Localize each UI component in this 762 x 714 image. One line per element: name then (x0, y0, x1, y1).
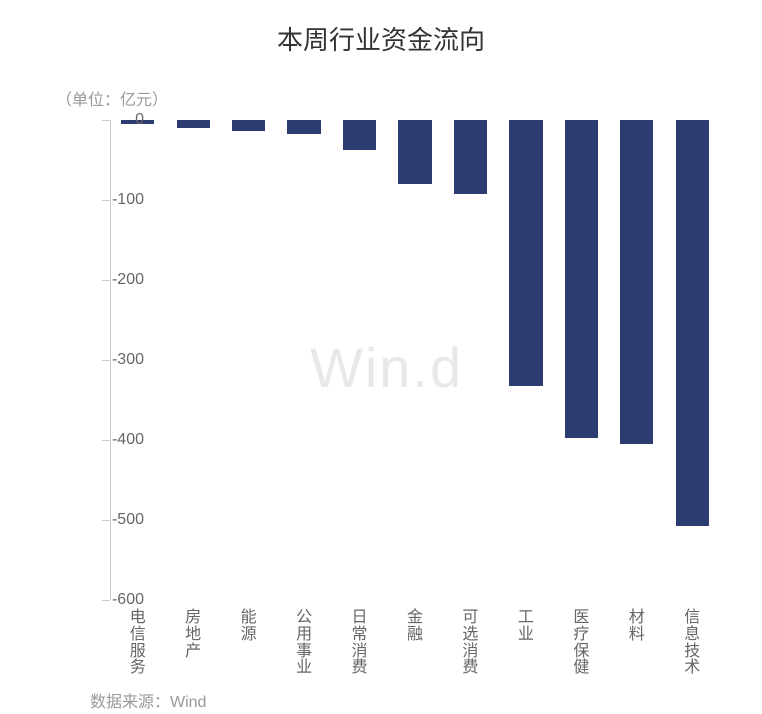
chart-title: 本周行业资金流向 (0, 0, 762, 57)
x-axis-label: 电信服务 (128, 610, 147, 677)
bar (565, 120, 598, 438)
bar (232, 120, 265, 131)
x-axis-label: 能源 (239, 610, 258, 644)
y-tick (102, 440, 110, 441)
y-axis-label: -500 (112, 511, 144, 529)
bar (287, 120, 320, 134)
x-axis-label: 日常消费 (350, 610, 369, 677)
y-tick (102, 360, 110, 361)
bar-slot: 房地产 (165, 120, 220, 600)
x-axis-label: 金融 (405, 610, 424, 644)
y-tick (102, 280, 110, 281)
x-axis-label: 信息技术 (683, 610, 702, 677)
bar (509, 120, 542, 386)
bar-slot: 医疗保健 (554, 120, 609, 600)
bar (398, 120, 431, 184)
unit-label: （单位：亿元） (56, 86, 168, 110)
bar-slot: 能源 (221, 120, 276, 600)
bar-slot: 可选消费 (443, 120, 498, 600)
bar-slot: 金融 (387, 120, 442, 600)
x-axis-label: 工业 (516, 610, 535, 644)
plot-area: 电信服务房地产能源公用事业日常消费金融可选消费工业医疗保健材料信息技术 (110, 120, 720, 600)
y-axis-label: -200 (112, 271, 144, 289)
bar (454, 120, 487, 194)
x-axis-label: 医疗保健 (572, 610, 591, 677)
bars-row: 电信服务房地产能源公用事业日常消费金融可选消费工业医疗保健材料信息技术 (110, 120, 720, 600)
bar-slot: 材料 (609, 120, 664, 600)
bar-slot: 工业 (498, 120, 553, 600)
y-tick (102, 600, 110, 601)
y-tick (102, 200, 110, 201)
y-axis-label: -600 (112, 591, 144, 609)
bar (676, 120, 709, 526)
bar (177, 120, 210, 128)
bar-slot: 公用事业 (276, 120, 331, 600)
x-axis-label: 房地产 (184, 610, 203, 660)
x-axis-label: 可选消费 (461, 610, 480, 677)
chart-container: 本周行业资金流向 （单位：亿元） Win.d 电信服务房地产能源公用事业日常消费… (0, 0, 762, 714)
y-axis-label: -100 (112, 191, 144, 209)
bar-slot: 信息技术 (665, 120, 720, 600)
bar-slot: 日常消费 (332, 120, 387, 600)
bar (620, 120, 653, 444)
y-tick (102, 520, 110, 521)
y-axis-label: -300 (112, 351, 144, 369)
bar (343, 120, 376, 150)
x-axis-label: 材料 (627, 610, 646, 644)
y-axis-label: 0 (135, 111, 144, 129)
y-axis-label: -400 (112, 431, 144, 449)
source-label: 数据来源：Wind (90, 688, 206, 712)
y-tick (102, 120, 110, 121)
x-axis-label: 公用事业 (294, 610, 313, 677)
